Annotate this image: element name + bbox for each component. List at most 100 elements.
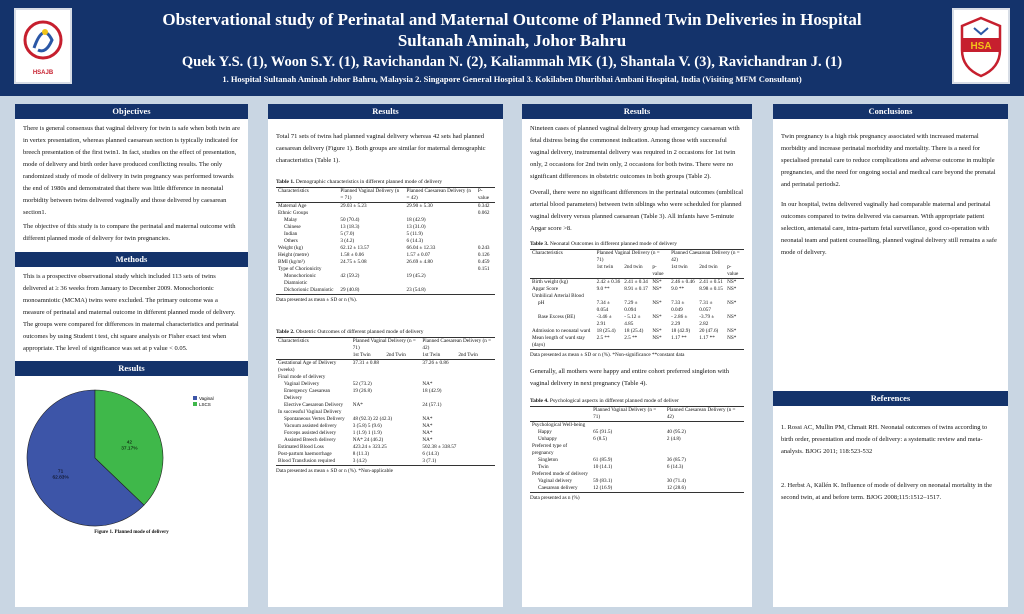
table-cell [351,409,421,416]
table-row: Indian 5 (7.0) 5 (11.9) [276,231,495,238]
results-left-heading: Results [15,361,248,376]
table-cell: Umbilical Arterial Blood [532,293,584,299]
table-cell: Mean length of ward stay (days) [532,335,586,348]
table-cell: 9.0 ** [596,286,610,292]
table-cell [476,287,495,294]
table-row: Ethnic Groups 0.062 [276,210,495,217]
poster-title-line1: Obstervational study of Perinatal and Ma… [162,10,862,29]
table-cell: 3 (7.1) [422,458,437,464]
table-4-note: Data presented as n (%) [530,495,580,501]
table-cell: 6 (14.3) [666,464,684,470]
table-cell [665,471,744,478]
methods-paragraph-2: The groups were compared for differences… [23,321,239,352]
table-row: Monochorionic Diamniotic 42 (59.2) 19 (45.… [276,273,495,287]
table-cell: Preferred type of pregnancy [532,443,568,456]
table-cell: 8.98 ± 0.15 [699,286,723,292]
table-cell: 2.41 ± 0.51 [699,279,723,285]
table-cell [476,217,495,224]
reference-2: 2. Herbst A, Källén K. Influence of mo… [781,482,993,501]
table-cell: 1.17 ** [699,335,715,341]
table-cell: 13 (31.0) [406,224,426,230]
table-cell [665,422,744,430]
table-1-header: Characteristics [276,188,339,203]
table-cell [697,293,725,300]
table-cell: Malay [284,217,298,223]
table-cell: 1 (1.9) 1 (1.9) [352,430,382,436]
table-3-subheader: 2nd twin [697,264,726,279]
table-cell: Estimated Blood Loss [278,444,324,450]
table-cell: Maternal Age [278,203,307,209]
table-cell: 52 (73.2) [352,381,372,387]
results-2-paragraph-3: Generally, all mothers were happy and en… [530,368,730,387]
poster-banner: Obstervational study of Perinatal and Ma… [0,0,1024,96]
table-row: Admission to neonatal ward 18 (25.4) 18 (2… [530,328,744,335]
table-row: Vaginal Delivery 52 (73.2) NA* [276,381,495,388]
table-cell: Monochorionic Diamniotic [284,273,316,286]
table-cell [591,422,665,430]
table-cell: 5 (7.0) [340,231,355,237]
table-4-header: Planned Vaginal Delivery (n = 71) [591,407,665,422]
table-cell: Gestational Age of Delivery (weeks) [278,360,337,373]
table-cell: Preferred mode of delivery [532,471,589,477]
table-cell: Dichorionic Diamniotic [284,287,334,293]
table-cell [476,238,495,245]
pie-chart-area: 71 62.83% 42 37.17% Vaginal LSCS Figure 1. P… [15,376,248,538]
table-3-subheader: 1st twin [594,264,623,279]
table-1-caption: Table 1. Demographic characteristics in … [276,179,443,185]
table-cell: 10 (14.1) [593,464,613,470]
table-1-header: Planned Caesarean Delivery (n = 42) [404,188,476,203]
legend-swatch-lscs [193,402,197,406]
table-cell: Caesarean delivery [538,485,578,491]
column-conclusions-references: Conclusions Twin pregnancy is a high ris… [773,104,1008,607]
table-cell: 2.5 ** [624,335,638,341]
table-row: Vacuum assisted delivery 3 (5.8) 5 (9.6) N… [276,423,495,430]
table-cell: NS* [727,328,737,334]
methods-heading: Methods [15,252,248,267]
table-row: Blood Transfusion required 3 (4.2) 3 (7.1) [276,458,495,465]
table-cell: NS* [652,300,662,306]
objectives-heading: Objectives [15,104,248,119]
table-cell: 7.34 ± 0.054 [596,300,610,313]
objectives-paragraph-2: The objective of this study is to compar… [23,223,236,242]
table-cell: Chinese [284,224,301,230]
table-cell: 18 (25.4) [624,328,644,334]
table-cell: Final mode of delivery [278,374,326,380]
table-2: Characteristics Planned Vaginal Delivery … [276,337,495,466]
figure-1-caption: Figure 1. Planned mode of delivery [94,530,169,535]
table-cell: 62.12 ± 13.57 [340,245,370,251]
table-cell: NS* [652,328,662,334]
table-cell: 1.17 ** [671,335,687,341]
table-row: Weight (kg) 62.12 ± 13.57 66.04 ± 12.33 0.2… [276,245,495,252]
table-cell [405,266,476,273]
table-cell: 0.243 [477,245,490,251]
table-cell: Vacuum assisted delivery [284,423,337,429]
results-1-intro: Total 71 sets of twins had planned vagin… [276,133,486,164]
methods-paragraph-1: This is a prospective observational stud… [23,273,236,316]
table-3-subheader: 2nd twin [622,264,651,279]
table-cell [338,210,404,217]
table-cell: NS* [652,286,662,292]
table-2-subheader: 2nd Twin [384,352,421,360]
table-cell: 48 (92.3) 22 (42.3) [352,416,393,422]
column-objectives-methods: Objectives There is general consensus th… [15,104,248,607]
table-cell: 19 (26.8) [352,388,372,394]
table-cell: NS* [727,314,737,320]
table-cell: 42 (59.2) [340,273,360,279]
table-2-subheader: 1st Twin [420,352,457,360]
table-cell: pH [538,300,545,306]
table-cell: Post-partum haemorrhage [278,451,332,457]
poster-affiliations: 1. Hospital Sultanah Aminah Johor Bahru,… [222,74,802,84]
table-row: BMI (kg/m²) 24.75 ± 5.08 26.69 ± 4.80 0.459 [276,259,495,266]
table-cell: 3 (5.8) 5 (9.6) [352,423,382,429]
table-cell: Spontaneous Vertex Delivery [284,416,345,422]
table-cell: 7.31 ± 0.057 [699,300,713,313]
table-cell [476,273,495,287]
table-cell: Vaginal Delivery [284,381,320,387]
table-cell: 0.151 [477,266,490,272]
table-cell: -3.46 ± 2.91 [596,314,612,327]
logo-right-text: HSA [970,41,991,52]
table-cell: 1.58 ± 0.06 [340,252,364,258]
table-3-header: Planned Vaginal Delivery (n = 71) [596,250,660,263]
table-cell: 29.03 ± 5.23 [340,203,367,209]
table-cell [476,231,495,238]
